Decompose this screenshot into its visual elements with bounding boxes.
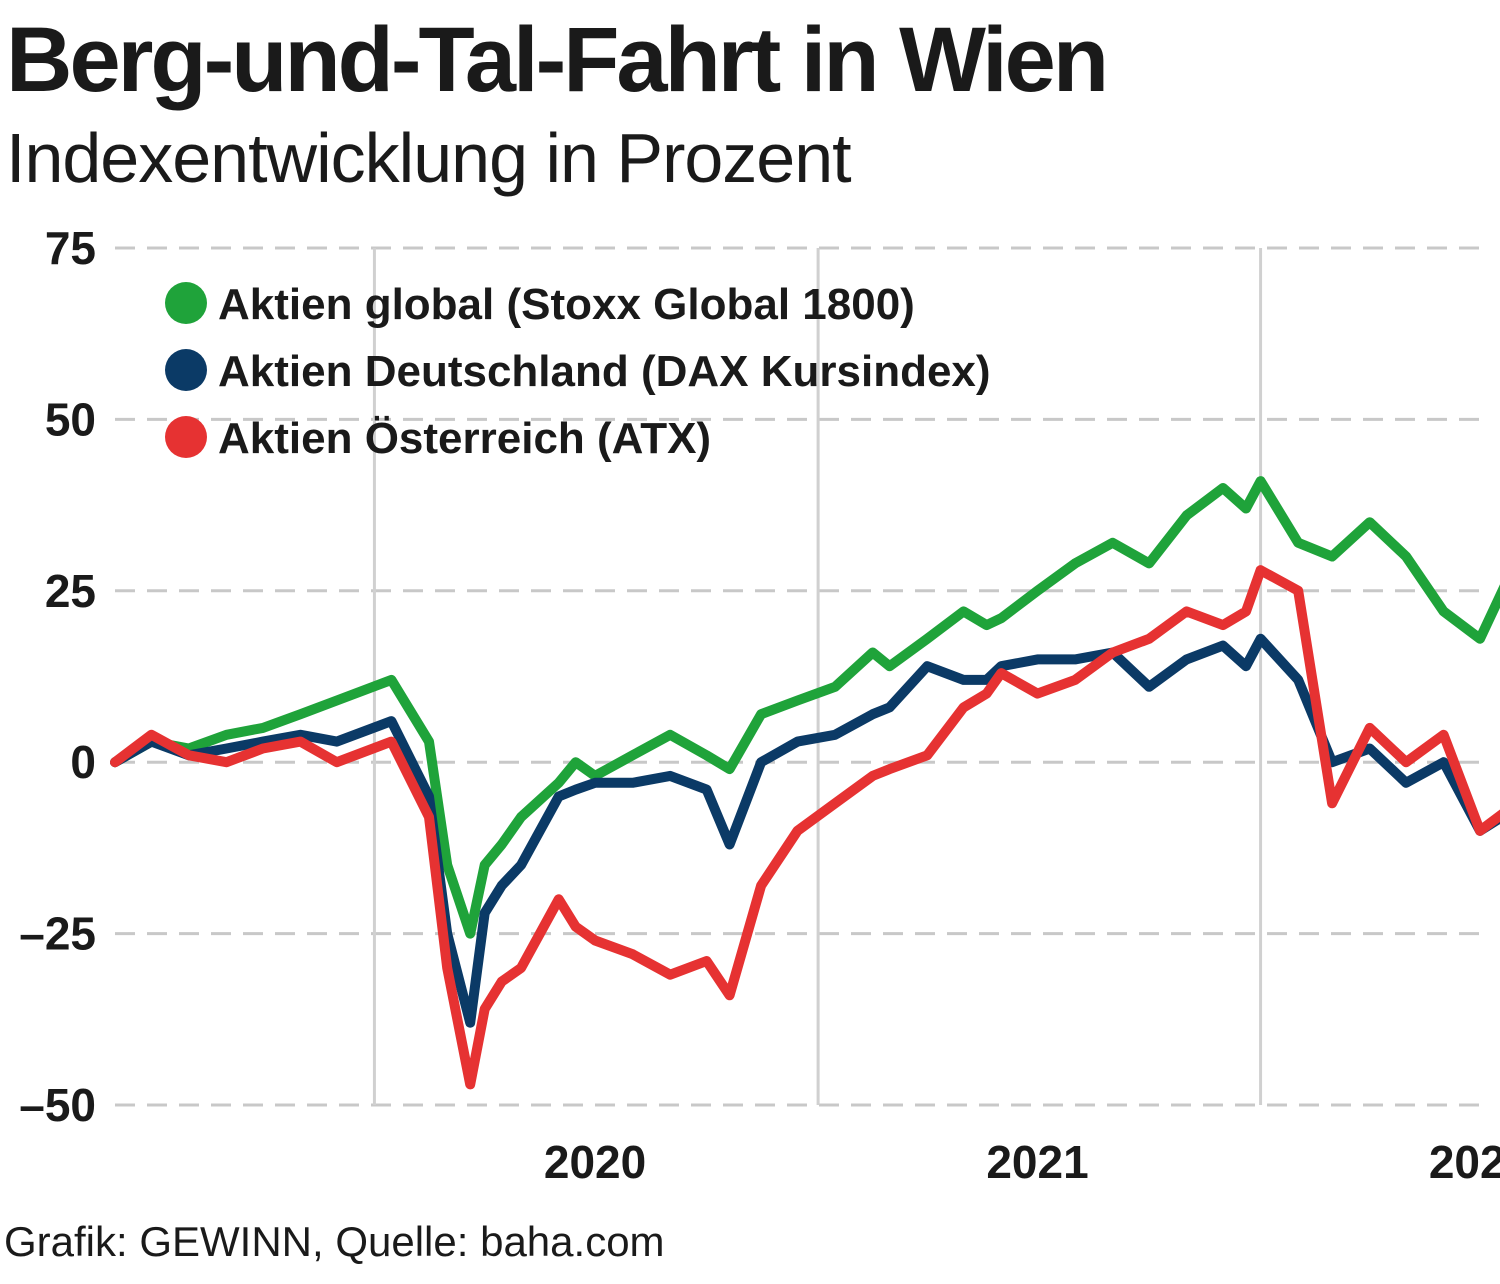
y-axis-labels: 75 50 25 0 –25 –50 [19,222,96,1131]
page-subtitle: Indexentwicklung in Prozent [6,119,852,197]
x-tick-label: 2022 [1429,1136,1500,1188]
legend-swatch [165,282,207,324]
legend-label: Aktien Österreich (ATX) [218,414,711,463]
x-tick-label: 2021 [986,1136,1088,1188]
y-tick-label: 0 [70,736,96,788]
y-tick-label: –25 [19,908,96,960]
legend-swatch [165,416,207,458]
legend-label: Aktien global (Stoxx Global 1800) [218,280,915,329]
y-tick-label: –50 [19,1079,96,1131]
series-line-2 [110,633,1500,1028]
legend: Aktien global (Stoxx Global 1800) Aktien … [165,280,991,463]
x-axis-labels: 2020 2021 2022 [544,1136,1500,1188]
series-lines [110,476,1500,1090]
legend-label: Aktien Deutschland (DAX Kursindex) [218,347,991,396]
y-tick-label: 50 [45,393,96,445]
x-tick-label: 2020 [544,1136,646,1188]
series-line-3 [110,565,1500,1090]
source-note: Grafik: GEWINN, Quelle: baha.com [4,1218,665,1265]
y-tick-label: 75 [45,222,96,274]
legend-swatch [165,349,207,391]
x-gridlines [372,248,1263,1105]
y-tick-label: 25 [45,565,96,617]
page-title: Berg-und-Tal-Fahrt in Wien [6,9,1109,111]
series-line-1 [110,476,1500,939]
